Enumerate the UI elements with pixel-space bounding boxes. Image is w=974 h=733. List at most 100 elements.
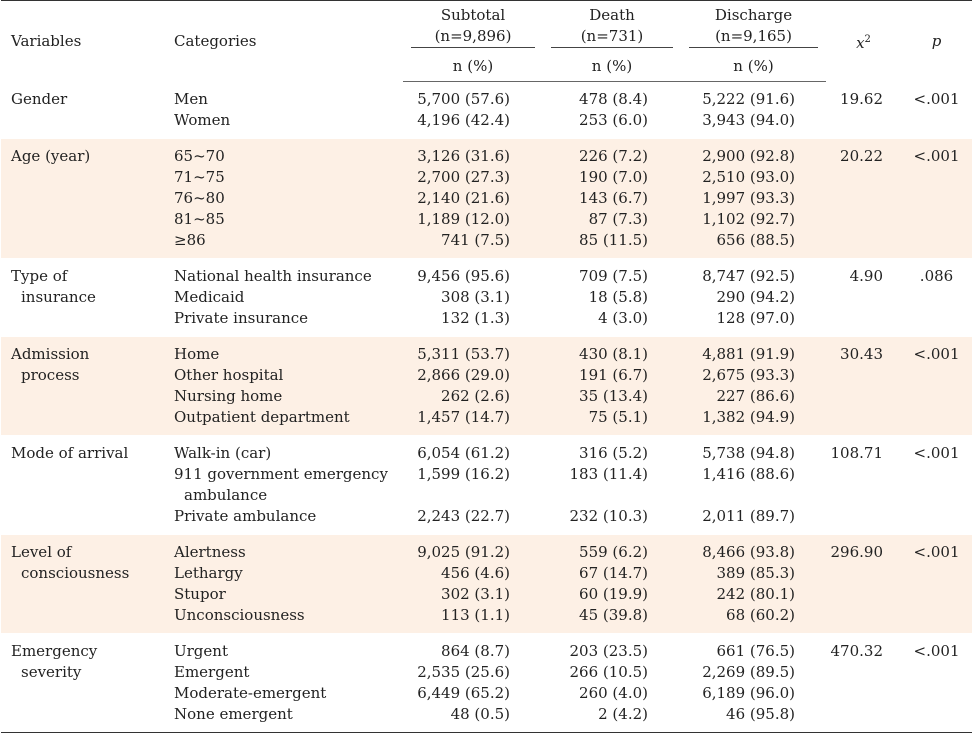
variable-label: insurance (21, 288, 96, 306)
variable-cell: Admission process (1, 336, 163, 436)
discharge-value: 661 (76.5) (716, 642, 795, 660)
discharge-value: 2,011 (89.7) (702, 507, 795, 525)
variable-label: Age (year) (11, 147, 91, 165)
discharge-value: 2,675 (93.3) (702, 366, 795, 384)
header-subtotal-np: n (%) (403, 54, 543, 82)
discharge-cell: 5,738 (94.8) 1,416 (88.6) 2,011 (89.7) (681, 435, 826, 535)
header-death-np: n (%) (543, 54, 681, 82)
categories-cell: Walk-in (car) 911 government emergency amb… (163, 435, 403, 535)
discharge-cell: 8,747 (92.5) 290 (94.2) 128 (97.0) (681, 258, 826, 337)
death-value: 45 (39.8) (579, 606, 648, 624)
chi-square-value: 20.22 (826, 138, 901, 259)
variable-cell: Gender (1, 81, 163, 139)
header-death-n: (n=731) (580, 27, 644, 45)
subtotal-value: 1,457 (14.7) (417, 408, 510, 426)
table-row: Type of insurance National health insuranc… (1, 258, 972, 337)
discharge-cell: 661 (76.5) 2,269 (89.5) 6,189 (96.0) 46 (95… (681, 633, 826, 733)
category-label: Stupor (174, 585, 226, 603)
discharge-value: 4,881 (91.9) (702, 345, 795, 363)
chi-symbol: x (856, 33, 865, 52)
variable-cell: Age (year) (1, 138, 163, 259)
death-cell: 316 (5.2) 183 (11.4) 232 (10.3) (543, 435, 681, 535)
subtotal-value (403, 485, 510, 506)
death-value: 203 (23.5) (569, 642, 648, 660)
category-label: None emergent (174, 705, 293, 723)
category-label: Medicaid (174, 288, 245, 306)
death-value: 85 (11.5) (579, 231, 648, 249)
discharge-value: 389 (85.3) (716, 564, 795, 582)
variable-label: Admission (11, 345, 90, 363)
subtotal-value: 308 (3.1) (441, 288, 510, 306)
subtotal-value: 1,599 (16.2) (417, 465, 510, 483)
header-discharge-np: n (%) (681, 54, 826, 82)
death-value: 75 (5.1) (588, 408, 648, 426)
variable-label: Emergency (11, 642, 98, 660)
subtotal-cell: 5,700 (57.6) 4,196 (42.4) (403, 81, 543, 139)
header-discharge-n: (n=9,165) (715, 27, 792, 45)
subtotal-cell: 9,025 (91.2) 456 (4.6) 302 (3.1) 113 (1.1) (403, 534, 543, 634)
header-subtotal-n: (n=9,896) (434, 27, 512, 45)
category-label: 65~70 (174, 147, 225, 165)
discharge-cell: 5,222 (91.6) 3,943 (94.0) (681, 81, 826, 139)
table-row: Age (year) 65~70 71~75 76~80 81~85 ≥86 3,126 (… (1, 138, 972, 259)
discharge-value: 68 (60.2) (726, 606, 795, 624)
categories-cell: Alertness Lethargy Stupor Unconsciousness (163, 534, 403, 634)
subtotal-value: 9,456 (95.6) (417, 267, 510, 285)
subtotal-value: 1,189 (12.0) (417, 210, 510, 228)
discharge-value: 242 (80.1) (716, 585, 795, 603)
p-value: <.001 (901, 534, 972, 634)
subtotal-cell: 6,054 (61.2) 1,599 (16.2) 2,243 (22.7) (403, 435, 543, 535)
variable-cell: Type of insurance (1, 258, 163, 337)
discharge-value: 128 (97.0) (716, 309, 795, 327)
variable-label: Type of (11, 267, 68, 285)
category-label: Women (174, 110, 231, 129)
subtotal-value: 864 (8.7) (441, 642, 510, 660)
chi-square-value: 108.71 (826, 435, 901, 535)
categories-cell: Urgent Emergent Moderate-emergent None emer… (163, 633, 403, 733)
death-value: 2 (4.2) (598, 705, 648, 723)
table-row: Gender Men Women 5,700 (57.6) 4,196 (42.4) 47… (1, 81, 972, 139)
subtotal-cell: 5,311 (53.7) 2,866 (29.0) 262 (2.6) 1,457 (… (403, 336, 543, 436)
category-label: 911 government emergency (174, 465, 388, 483)
discharge-value: 46 (95.8) (726, 705, 795, 723)
discharge-cell: 2,900 (92.8) 2,510 (93.0) 1,997 (93.3) 1,10… (681, 138, 826, 259)
category-label: ≥86 (174, 231, 206, 249)
category-label: National health insurance (174, 267, 372, 285)
chi-square-value: 30.43 (826, 336, 901, 436)
discharge-value (681, 485, 795, 506)
header-death-label: Death (589, 6, 635, 24)
death-value: 18 (5.8) (588, 288, 648, 306)
discharge-cell: 4,881 (91.9) 2,675 (93.3) 227 (86.6) 1,382 … (681, 336, 826, 436)
categories-cell: Home Other hospital Nursing home Outpatient… (163, 336, 403, 436)
p-value: <.001 (901, 138, 972, 259)
death-value: 226 (7.2) (579, 147, 648, 165)
death-value: 232 (10.3) (569, 507, 648, 525)
p-value: <.001 (901, 435, 972, 535)
death-value: 709 (7.5) (579, 267, 648, 285)
death-value: 266 (10.5) (569, 663, 648, 681)
p-value: <.001 (901, 633, 972, 733)
category-label: Moderate-emergent (174, 684, 327, 702)
discharge-value: 227 (86.6) (716, 387, 795, 405)
header-discharge: Discharge (n=9,165) (681, 0, 826, 54)
variable-cell: Mode of arrival (1, 435, 163, 535)
variable-label: consciousness (21, 564, 130, 582)
discharge-value: 2,510 (93.0) (702, 168, 795, 186)
discharge-value: 656 (88.5) (716, 231, 795, 249)
discharge-value: 5,222 (91.6) (702, 90, 795, 108)
category-label: Nursing home (174, 387, 283, 405)
subtotal-value: 48 (0.5) (450, 705, 510, 723)
discharge-value: 2,900 (92.8) (702, 147, 795, 165)
table-row: Level of consciousness Alertness Lethargy St… (1, 534, 972, 634)
death-value: 191 (6.7) (579, 366, 648, 384)
subtotal-value: 2,243 (22.7) (417, 507, 510, 525)
subtotal-value: 4,196 (42.4) (417, 111, 510, 129)
death-cell: 709 (7.5) 18 (5.8) 4 (3.0) (543, 258, 681, 337)
discharge-value: 1,382 (94.9) (702, 408, 795, 426)
category-label: 71~75 (174, 168, 225, 186)
category-label: Other hospital (174, 366, 284, 384)
category-label: Urgent (174, 642, 228, 660)
categories-cell: 65~70 71~75 76~80 81~85 ≥86 (163, 138, 403, 259)
table-row: Mode of arrival Walk-in (car) 911 governme… (1, 435, 972, 535)
